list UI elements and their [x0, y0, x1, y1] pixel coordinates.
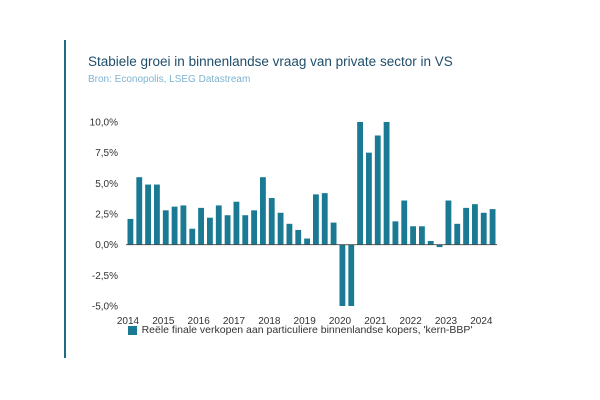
bar: [392, 221, 399, 245]
bar: [268, 198, 275, 245]
bar: [304, 238, 310, 245]
bar: [286, 223, 293, 245]
x-tick-label: 2020: [329, 316, 352, 327]
bar: [162, 210, 169, 245]
y-tick-label: 7,5%: [95, 148, 118, 159]
bar: [436, 244, 443, 248]
bar: [145, 184, 151, 245]
bar: [260, 177, 266, 245]
x-axis: 2014 2015 2016 2017 2018 2019 2020 2021 2022 2023…: [117, 316, 493, 327]
bar: [472, 204, 478, 245]
bar: [480, 212, 487, 245]
x-tick-label: 2016: [188, 316, 211, 327]
bar: [277, 212, 284, 245]
x-tick-label: 2018: [258, 316, 281, 327]
bar: [189, 228, 196, 245]
bar: [445, 200, 452, 245]
bar: [313, 194, 319, 245]
x-tick-label: 2024: [470, 316, 493, 327]
x-tick-label: 2015: [152, 316, 175, 327]
bar: [357, 122, 363, 245]
bar: [366, 152, 372, 245]
x-tick-label: 2014: [117, 316, 140, 327]
chart-title: Stabiele groei in binnenlandse vraag van…: [88, 54, 453, 69]
bar: [374, 135, 381, 245]
bar: [383, 122, 390, 245]
bar: [410, 226, 416, 245]
bar: [207, 217, 213, 245]
bar: [180, 205, 187, 245]
legend-label: Reële finale verkopen aan particuliere b…: [141, 324, 473, 336]
bars: [127, 122, 496, 306]
x-tick-label: 2023: [435, 316, 458, 327]
y-axis: 10,0% 7,5% 5,0% 2,5% 0,0% -2,5% -5,0%: [90, 118, 118, 313]
y-tick-label: 2,5%: [95, 210, 118, 221]
bar: [136, 177, 143, 245]
y-tick-label: -2,5%: [92, 271, 118, 282]
x-tick-label: 2019: [294, 316, 317, 327]
bar: [463, 207, 469, 245]
y-tick-label: -5,0%: [92, 302, 118, 313]
bar: [171, 206, 178, 245]
y-tick-label: 5,0%: [95, 179, 118, 190]
bar: [401, 200, 408, 245]
bar: [454, 223, 461, 245]
bar: [154, 184, 160, 245]
y-tick-label: 0,0%: [95, 240, 118, 251]
x-tick-label: 2017: [223, 316, 246, 327]
x-tick-label: 2021: [364, 316, 387, 327]
bar: [233, 201, 240, 245]
legend-swatch: [127, 325, 137, 335]
bar: [339, 244, 346, 306]
bar: [348, 244, 355, 306]
bar: [242, 215, 249, 245]
y-tick-label: 10,0%: [90, 118, 118, 129]
bar: [224, 215, 231, 245]
bar: [295, 229, 302, 245]
chart-source: Bron: Econopolis, LSEG Datastream: [88, 74, 251, 85]
legend: Reële finale verkopen aan particuliere b…: [0, 324, 600, 336]
x-tick-label: 2022: [400, 316, 423, 327]
bar: [251, 210, 257, 245]
accent-rule: [64, 40, 66, 358]
bar: [330, 222, 337, 245]
bar: [215, 205, 222, 245]
bar: [419, 226, 425, 245]
bar: [489, 209, 496, 245]
bar: [427, 240, 434, 245]
bar: [127, 218, 134, 245]
bar: [321, 193, 328, 245]
bar: [198, 207, 204, 245]
